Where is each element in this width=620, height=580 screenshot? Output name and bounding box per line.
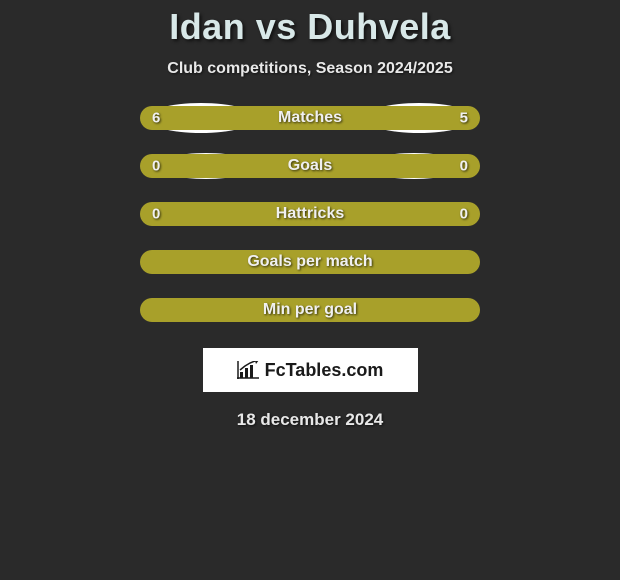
subtitle: Club competitions, Season 2024/2025 <box>167 60 452 78</box>
stat-bar: Hattricks 0 0 <box>140 202 480 226</box>
stat-row: Hattricks 0 0 <box>140 202 480 226</box>
stat-value-right: 0 <box>460 206 468 223</box>
stat-row: Goals per match <box>140 250 480 274</box>
date-text: 18 december 2024 <box>237 410 384 430</box>
stat-bar: Goals per match <box>140 250 480 274</box>
stat-value-right: 5 <box>460 110 468 127</box>
stat-value-right: 0 <box>460 158 468 175</box>
stat-bar: Matches 6 5 <box>140 106 480 130</box>
stat-label: Min per goal <box>263 301 357 319</box>
stat-row: Min per goal <box>140 298 480 322</box>
stat-value-left: 0 <box>152 158 160 175</box>
comparison-widget: Idan vs Duhvela Club competitions, Seaso… <box>0 0 620 430</box>
stat-value-left: 6 <box>152 110 160 127</box>
stat-value-left: 0 <box>152 206 160 223</box>
stat-row: Goals 0 0 <box>140 154 480 178</box>
brand-box[interactable]: FcTables.com <box>203 348 418 392</box>
bar-chart-icon <box>237 361 259 379</box>
stat-label: Goals <box>288 157 332 175</box>
stat-label: Matches <box>278 109 342 127</box>
stat-bar: Min per goal <box>140 298 480 322</box>
stat-rows: Matches 6 5 Goals 0 0 Hattricks 0 0 Goals per mat… <box>140 106 480 346</box>
page-title: Idan vs Duhvela <box>169 6 451 48</box>
stat-row: Matches 6 5 <box>140 106 480 130</box>
stat-bar: Goals 0 0 <box>140 154 480 178</box>
brand-text: FcTables.com <box>265 360 384 381</box>
stat-label: Goals per match <box>247 253 372 271</box>
stat-label: Hattricks <box>276 205 344 223</box>
